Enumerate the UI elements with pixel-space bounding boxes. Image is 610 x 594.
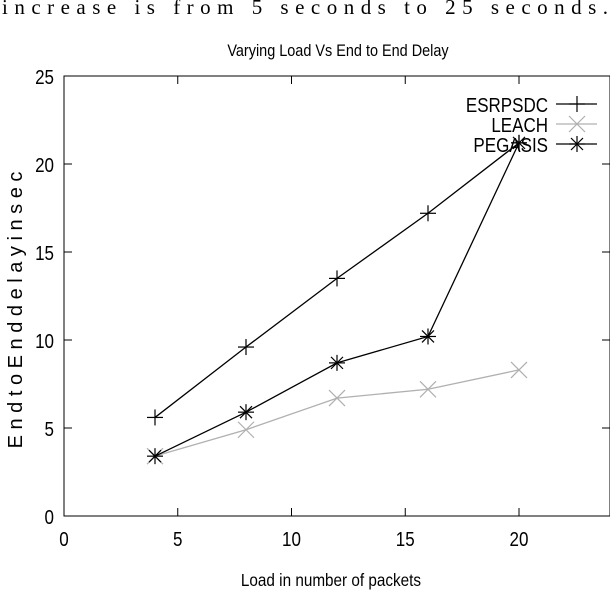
legend-label-leach: LEACH (491, 114, 548, 137)
legend-marker-leach (568, 115, 586, 133)
y-tick-label: 5 (45, 418, 54, 441)
data-point-leach (237, 421, 255, 439)
data-point-esrpsdc (238, 339, 254, 356)
x-axis-label: Load in number of packets (241, 570, 421, 590)
data-point-pegasis (329, 354, 345, 371)
y-tick-label: 10 (35, 330, 54, 353)
data-point-pegasis (147, 448, 163, 465)
plot-frame (63, 75, 610, 517)
x-tick-label: 0 (59, 528, 68, 551)
header-text-fragment: increase is from 5 seconds to 25 seconds… (2, 0, 608, 19)
y-axis-label: E n d t o E n d d e l a y i n s e c (5, 172, 27, 449)
data-point-esrpsdc (329, 270, 345, 287)
legend-label-esrpsdc: ESRPSDC (466, 94, 548, 117)
legend-marker-pegasis (569, 136, 585, 152)
y-tick-label: 20 (35, 154, 54, 177)
data-point-pegasis (511, 134, 527, 151)
data-point-leach (328, 389, 346, 407)
data-point-pegasis (420, 328, 436, 345)
data-point-esrpsdc (420, 205, 436, 222)
y-tick-label: 0 (45, 506, 54, 529)
y-tick-label: 15 (35, 242, 54, 265)
series-layer (146, 134, 528, 465)
data-point-pegasis (238, 404, 254, 421)
chart-title: Varying Load Vs End to End Delay (227, 42, 448, 60)
data-point-leach (510, 361, 528, 379)
legend-label-pegasis: PEGASIS (473, 134, 548, 157)
axis-ticks: 0 5 10 15 20 0 5 10 15 20 25 (35, 66, 610, 551)
plot-area-border (63, 75, 610, 517)
data-point-esrpsdc (147, 409, 163, 426)
x-tick-label: 20 (510, 528, 529, 551)
series-line-leach (154, 369, 520, 457)
legend-marker-esrpsdc (569, 96, 585, 112)
x-tick-label: 15 (396, 528, 415, 551)
y-tick-label: 25 (35, 66, 54, 89)
x-tick-label: 5 (173, 528, 182, 551)
x-tick-label: 10 (282, 528, 301, 551)
series-line-pegasis (154, 142, 520, 457)
data-point-leach (419, 380, 437, 398)
